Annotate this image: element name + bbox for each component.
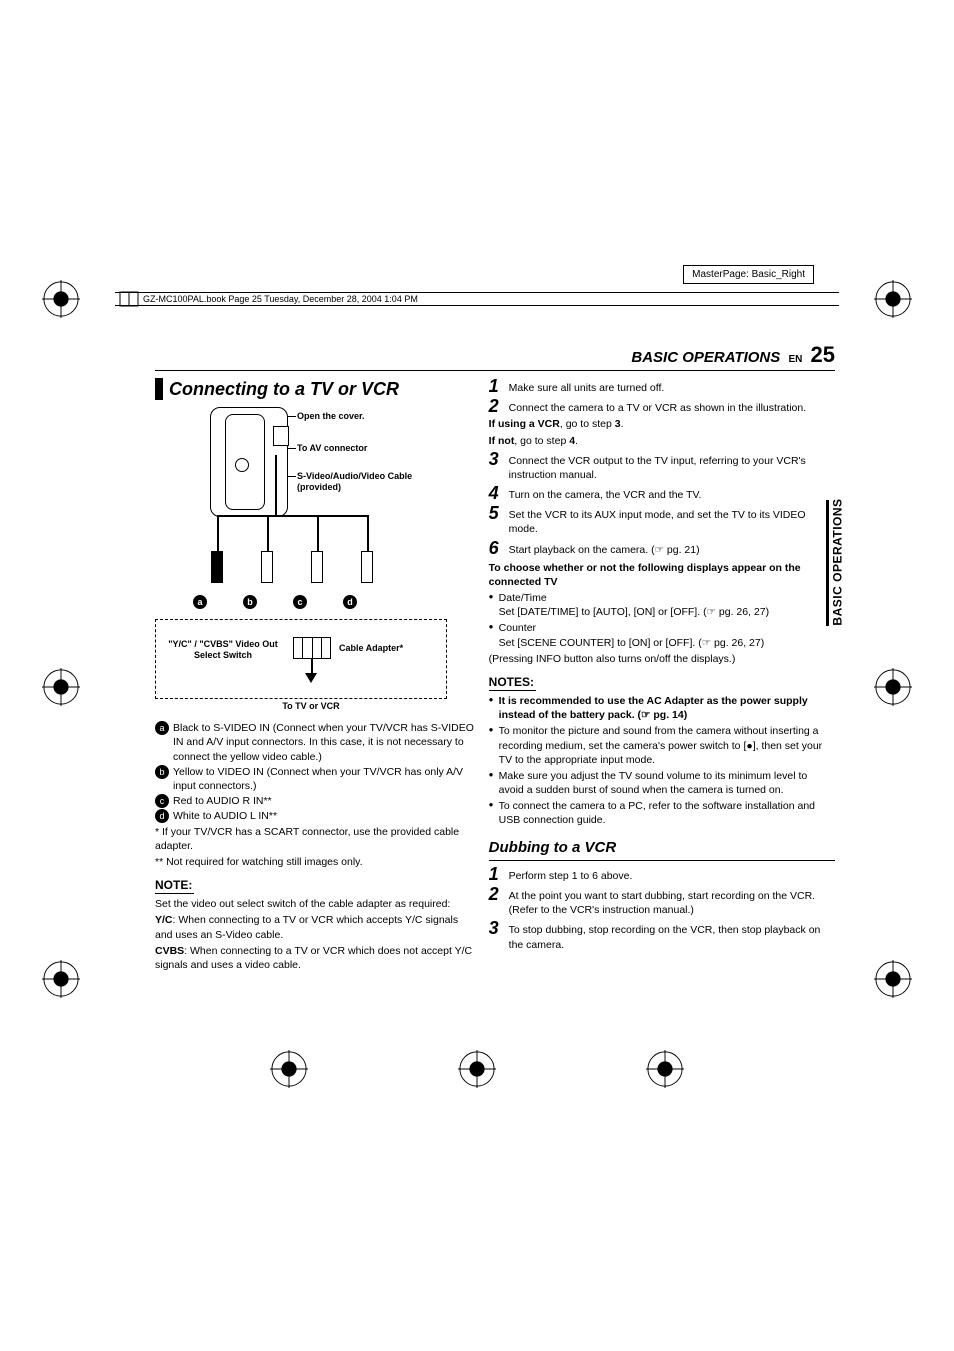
lbl-to-tv: To TV or VCR	[261, 701, 361, 711]
print-mark-icon	[874, 280, 912, 318]
connector-list: aBlack to S-VIDEO IN (Connect when your …	[155, 721, 475, 823]
note-cvbs: CVBS: When connecting to a TV or VCR whi…	[155, 944, 475, 972]
conn-num-2: b	[243, 595, 257, 609]
conn-num-3: c	[293, 595, 307, 609]
lbl-open-cover: Open the cover.	[297, 411, 365, 421]
footnote-1: * If your TV/VCR has a SCART connector, …	[155, 825, 475, 853]
lbl-switch: "Y/C" / "CVBS" Video Out Select Switch	[163, 639, 283, 660]
print-mark-icon	[270, 1050, 308, 1088]
print-mark-icon	[874, 960, 912, 998]
masterpage-label: MasterPage: Basic_Right	[683, 265, 814, 284]
lang-code: EN	[788, 354, 802, 365]
page-header: BASIC OPERATIONS EN 25	[155, 342, 835, 371]
choose-list: Date/TimeSet [DATE/TIME] to [AUTO], [ON]…	[489, 591, 835, 650]
notes-heading: NOTES:	[489, 674, 536, 691]
left-column: Connecting to a TV or VCR Open the cover…	[155, 377, 475, 974]
notes-list: It is recommended to use the AC Adapter …	[489, 694, 835, 828]
step-1: Make sure all units are turned off.	[509, 377, 835, 395]
choose-foot: (Pressing INFO button also turns on/off …	[489, 652, 835, 666]
book-info-line: GZ-MC100PAL.book Page 25 Tuesday, Decemb…	[115, 292, 839, 306]
print-mark-icon	[42, 280, 80, 318]
step-2-sub-a: If using a VCR, go to step 3.	[489, 417, 835, 431]
note-heading: NOTE:	[155, 877, 194, 894]
conn-num-1: a	[193, 595, 207, 609]
connection-diagram: Open the cover. To AV connector S-Video/…	[155, 407, 475, 717]
right-column: 1Make sure all units are turned off. 2Co…	[489, 377, 835, 974]
step-4: Turn on the camera, the VCR and the TV.	[509, 484, 835, 502]
print-mark-icon	[874, 668, 912, 706]
dub-step-3: To stop dubbing, stop recording on the V…	[509, 919, 835, 951]
title-connecting: Connecting to a TV or VCR	[155, 377, 475, 401]
page-content: BASIC OPERATIONS EN 25 Connecting to a T…	[155, 342, 835, 974]
dub-step-1: Perform step 1 to 6 above.	[509, 865, 835, 883]
note-yc: Y/C: When connecting to a TV or VCR whic…	[155, 913, 475, 941]
step-5: Set the VCR to its AUX input mode, and s…	[509, 504, 835, 536]
lbl-adapter: Cable Adapter*	[339, 643, 403, 653]
dubbing-heading: Dubbing to a VCR	[489, 838, 835, 861]
step-2-sub-b: If not, go to step 4.	[489, 434, 835, 448]
lbl-to-av: To AV connector	[297, 443, 367, 453]
lbl-cable: S-Video/Audio/Video Cable (provided)	[297, 471, 427, 492]
step-3: Connect the VCR output to the TV input, …	[509, 450, 835, 482]
print-mark-icon	[42, 668, 80, 706]
section-title: BASIC OPERATIONS	[631, 349, 780, 366]
note-body: Set the video out select switch of the c…	[155, 897, 475, 911]
footnote-2: ** Not required for watching still image…	[155, 855, 475, 869]
step-2: Connect the camera to a TV or VCR as sho…	[509, 397, 835, 415]
print-mark-icon	[458, 1050, 496, 1088]
step-6: Start playback on the camera. (☞ pg. 21)	[509, 539, 835, 557]
page-number: 25	[811, 342, 835, 367]
print-mark-icon	[646, 1050, 684, 1088]
dub-step-2: At the point you want to start dubbing, …	[509, 885, 835, 917]
print-mark-icon	[42, 960, 80, 998]
choose-heading: To choose whether or not the following d…	[489, 561, 835, 589]
conn-num-4: d	[343, 595, 357, 609]
